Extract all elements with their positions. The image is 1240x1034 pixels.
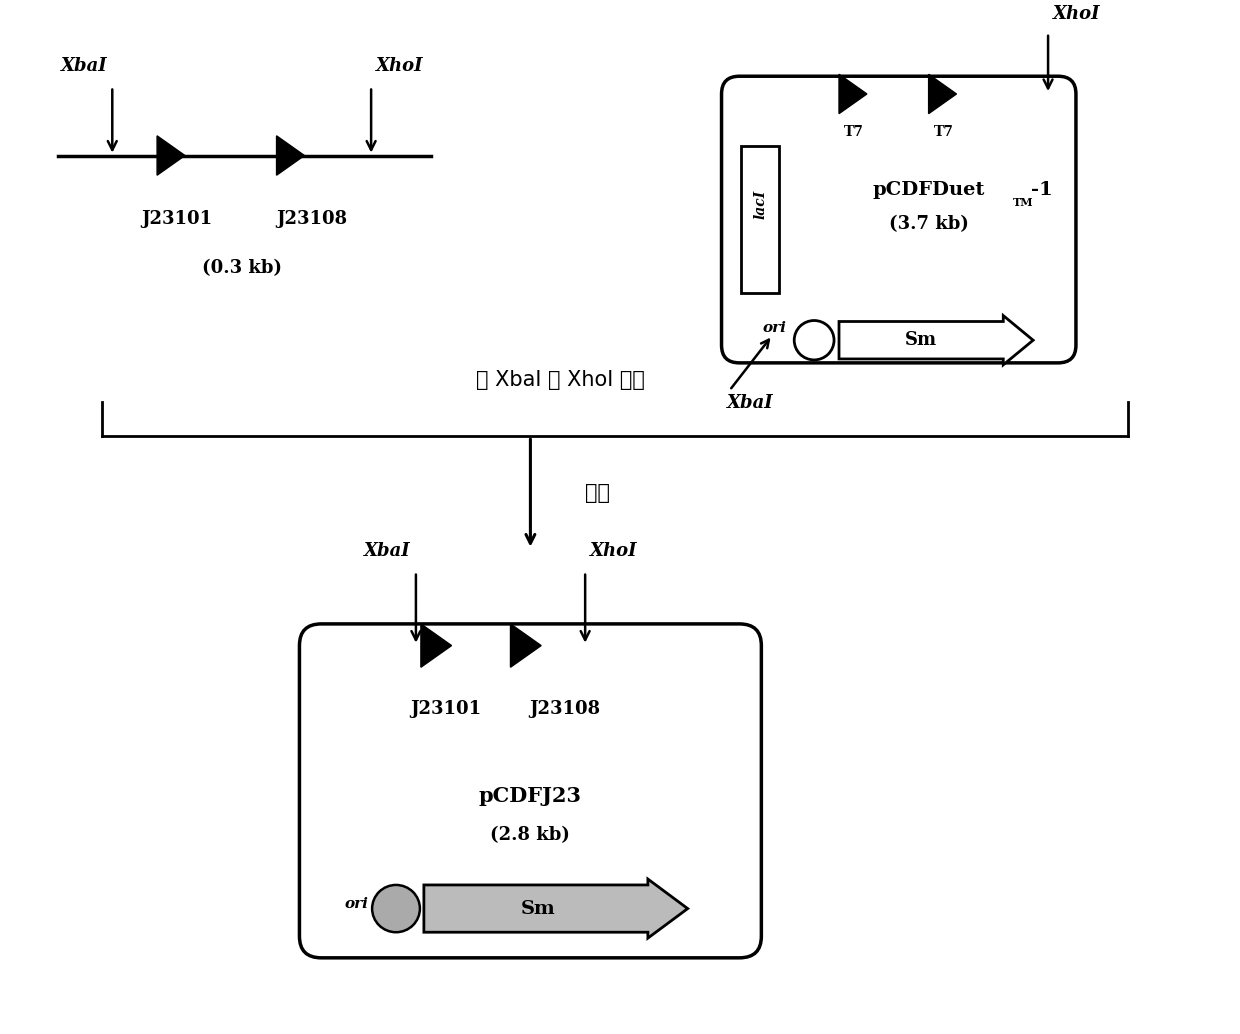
Text: T7: T7 (934, 125, 954, 140)
Text: lacI: lacI (754, 190, 768, 219)
Text: XbaI: XbaI (61, 57, 108, 74)
Text: J23101: J23101 (141, 210, 212, 227)
Polygon shape (157, 135, 185, 175)
Text: Sm: Sm (521, 900, 556, 917)
Text: XbaI: XbaI (727, 394, 774, 413)
Text: (2.8 kb): (2.8 kb) (491, 826, 570, 844)
Polygon shape (277, 135, 305, 175)
Text: TM: TM (1013, 197, 1034, 208)
Text: XhoI: XhoI (590, 542, 637, 559)
Polygon shape (839, 74, 867, 114)
Bar (742, 146, 779, 294)
FancyBboxPatch shape (299, 624, 761, 957)
Circle shape (372, 885, 420, 933)
Text: XhoI: XhoI (1053, 5, 1101, 23)
Text: pCDFDuet: pCDFDuet (873, 181, 985, 199)
Text: ori: ori (763, 322, 786, 335)
Text: T7: T7 (844, 125, 864, 140)
Circle shape (794, 321, 835, 360)
Polygon shape (929, 74, 956, 114)
Text: pCDFJ23: pCDFJ23 (479, 786, 582, 805)
Polygon shape (420, 624, 451, 667)
Text: Sm: Sm (905, 331, 937, 349)
Text: J23101: J23101 (410, 700, 481, 718)
Text: (0.3 kb): (0.3 kb) (202, 258, 281, 277)
FancyArrow shape (839, 315, 1033, 365)
Text: 用 XbaI 和 XhoI 酶切: 用 XbaI 和 XhoI 酶切 (476, 370, 645, 390)
Text: (3.7 kb): (3.7 kb) (889, 215, 968, 234)
Text: J23108: J23108 (275, 210, 347, 227)
Text: J23108: J23108 (529, 700, 601, 718)
Polygon shape (511, 624, 541, 667)
FancyBboxPatch shape (722, 77, 1076, 363)
Text: -1: -1 (1032, 181, 1053, 199)
Text: XhoI: XhoI (376, 57, 424, 74)
FancyArrow shape (424, 879, 688, 938)
Text: XbaI: XbaI (365, 542, 410, 559)
Text: 连接: 连接 (585, 483, 610, 504)
Text: ori: ori (345, 896, 368, 911)
